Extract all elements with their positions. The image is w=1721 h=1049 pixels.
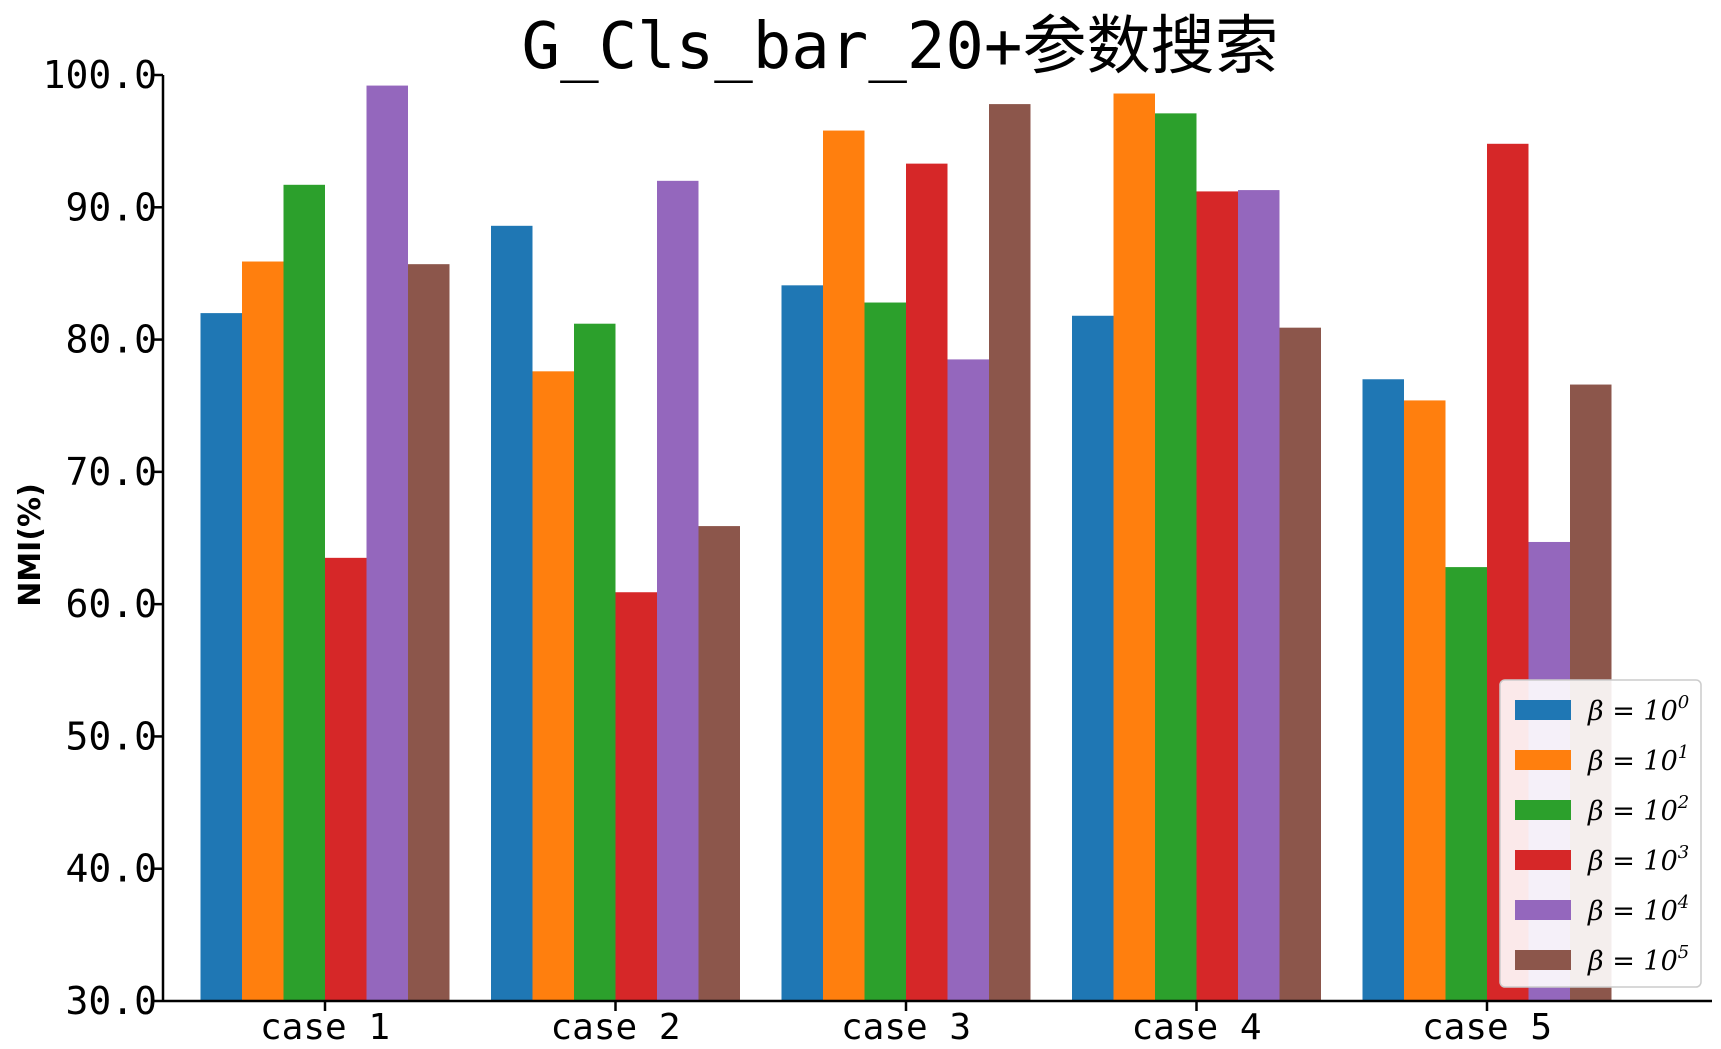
legend-label-exponent: 1 <box>1678 742 1689 763</box>
bar-series2-case3 <box>864 302 906 1001</box>
legend-label-0: β = 100 <box>1587 692 1689 727</box>
legend-label-5: β = 105 <box>1587 942 1689 977</box>
bar-series0-case1 <box>200 313 242 1001</box>
legend: β = 100 β = 101 β = 102 β = 103 β = 104 β = 1… <box>1499 679 1702 988</box>
y-tick-label: 50.0 <box>65 714 157 758</box>
bar-series3-case3 <box>906 163 948 1001</box>
y-tick-label: 70.0 <box>65 450 157 494</box>
bar-series4-case2 <box>657 180 699 1001</box>
bar-series0-case5 <box>1362 379 1404 1001</box>
legend-swatch-4 <box>1515 900 1571 920</box>
y-tick-label: 30.0 <box>65 979 157 1023</box>
x-tick-label: case 2 <box>550 1007 680 1048</box>
bar-series3-case2 <box>615 592 657 1001</box>
legend-label-4: β = 104 <box>1587 892 1689 927</box>
bar-series0-case2 <box>491 225 533 1001</box>
x-ticks: case 1 case 2 case 3 case 4 case 5 <box>260 1001 1552 1048</box>
legend-swatch-2 <box>1515 800 1571 820</box>
bar-series0-case4 <box>1072 315 1114 1001</box>
bar-series0-case3 <box>781 285 823 1002</box>
y-tick-label: 80.0 <box>65 318 157 362</box>
bar-series2-case1 <box>283 184 325 1002</box>
x-tick-label: case 4 <box>1131 1007 1261 1048</box>
bar-series4-case4 <box>1238 190 1280 1002</box>
bar-series3-case1 <box>325 557 367 1001</box>
legend-label-exponent: 0 <box>1678 692 1689 713</box>
legend-swatch-5 <box>1515 950 1571 970</box>
bar-series2-case2 <box>574 323 616 1001</box>
legend-swatch-1 <box>1515 750 1571 770</box>
bar-series2-case5 <box>1445 567 1487 1001</box>
bar-series1-case5 <box>1404 400 1446 1001</box>
y-tick-label: 90.0 <box>65 185 157 229</box>
legend-label-1: β = 101 <box>1587 742 1689 777</box>
y-ticks: 30.0 40.0 50.0 60.0 70.0 80.0 90.0 100.0 <box>43 53 163 1023</box>
bar-series1-case2 <box>532 371 574 1001</box>
bars-group <box>200 85 1612 1002</box>
legend-label-exponent: 2 <box>1677 792 1689 813</box>
bar-series1-case1 <box>242 261 284 1001</box>
legend-label-exponent: 3 <box>1678 842 1689 863</box>
y-tick-label: 40.0 <box>65 847 157 891</box>
y-tick-label: 100.0 <box>43 53 157 97</box>
bar-series4-case3 <box>947 359 989 1001</box>
bar-series1-case3 <box>823 130 865 1001</box>
legend-label-exponent: 4 <box>1677 892 1689 913</box>
bar-series1-case4 <box>1113 93 1155 1001</box>
x-tick-label: case 1 <box>260 1007 390 1048</box>
legend-label-2: β = 102 <box>1587 792 1689 827</box>
bar-series4-case1 <box>366 85 408 1001</box>
bar-series5-case2 <box>698 526 740 1001</box>
y-axis-label: NMI(%) <box>13 483 48 607</box>
x-tick-label: case 5 <box>1422 1007 1552 1048</box>
legend-label-exponent: 5 <box>1678 942 1689 963</box>
legend-swatch-0 <box>1515 700 1571 720</box>
y-tick-label: 60.0 <box>65 582 157 626</box>
legend-swatch-3 <box>1515 850 1571 870</box>
bar-series5-case4 <box>1279 327 1321 1001</box>
bar-series5-case3 <box>989 104 1031 1002</box>
x-tick-label: case 3 <box>841 1007 971 1048</box>
legend-label-3: β = 103 <box>1587 842 1689 877</box>
bar-series3-case4 <box>1196 191 1238 1001</box>
bar-series5-case1 <box>408 264 450 1001</box>
bar-series2-case4 <box>1155 113 1197 1002</box>
chart-title: G_Cls_bar_20+参数搜索 <box>522 10 1279 84</box>
